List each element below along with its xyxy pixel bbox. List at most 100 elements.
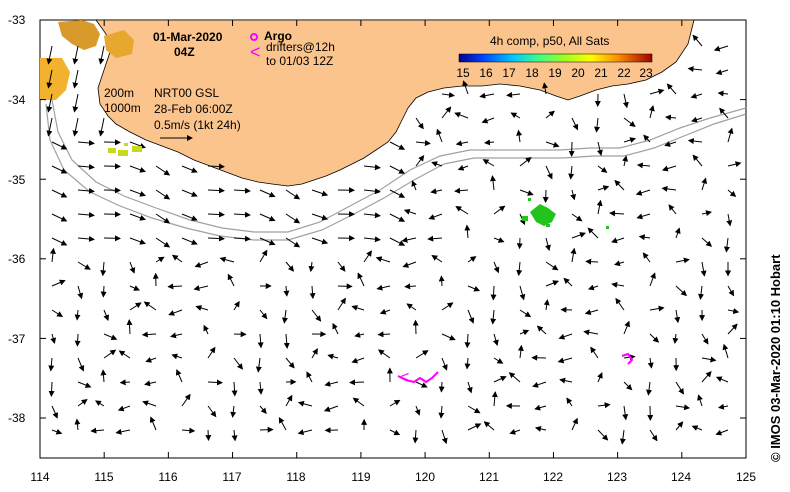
current-vector bbox=[285, 261, 295, 272]
current-vector bbox=[727, 127, 734, 143]
current-vector bbox=[98, 45, 105, 65]
map-time: 04Z bbox=[174, 45, 195, 59]
current-vector bbox=[466, 381, 473, 394]
current-vector bbox=[51, 165, 68, 174]
current-vector bbox=[402, 261, 417, 268]
isobath-1000m-label: 1000m bbox=[104, 101, 141, 115]
current-vector bbox=[155, 237, 171, 248]
current-vector bbox=[519, 156, 532, 167]
current-vector bbox=[692, 154, 703, 167]
sst-colorbar-gradient bbox=[458, 53, 653, 63]
current-vector bbox=[585, 258, 599, 265]
current-vector bbox=[155, 165, 171, 176]
current-vector bbox=[467, 423, 482, 431]
current-vector bbox=[534, 425, 547, 432]
current-vector bbox=[636, 162, 651, 169]
current-vector bbox=[219, 256, 235, 263]
current-vector bbox=[72, 45, 79, 65]
lon-tick-123: 123 bbox=[607, 470, 627, 484]
current-vector bbox=[623, 381, 633, 391]
sst-tick-15: 15 bbox=[456, 66, 470, 80]
current-vector bbox=[404, 283, 417, 290]
current-vector bbox=[412, 429, 419, 444]
current-vector bbox=[649, 305, 665, 312]
current-vector bbox=[545, 110, 555, 119]
sst-patch-nw bbox=[104, 30, 134, 58]
current-vector bbox=[436, 128, 443, 143]
lon-tick-115: 115 bbox=[94, 470, 113, 484]
current-vector bbox=[674, 227, 681, 239]
current-vector bbox=[664, 141, 677, 147]
lon-tick-117: 117 bbox=[222, 470, 241, 484]
current-vector bbox=[308, 261, 315, 273]
current-vector bbox=[545, 261, 559, 271]
current-vector bbox=[700, 261, 707, 277]
current-vector bbox=[415, 155, 425, 167]
current-vector bbox=[49, 247, 56, 263]
current-vector bbox=[233, 187, 251, 194]
current-vector bbox=[690, 92, 703, 99]
current-vector bbox=[354, 332, 365, 338]
current-vector bbox=[77, 285, 84, 300]
current-vector bbox=[611, 237, 625, 244]
current-vector bbox=[285, 213, 301, 224]
drifters-label: drifters@12h bbox=[266, 40, 335, 54]
current-vector bbox=[142, 400, 157, 407]
lon-tick-119: 119 bbox=[351, 470, 370, 484]
current-vector bbox=[438, 275, 445, 287]
current-vector bbox=[490, 309, 497, 325]
current-vector bbox=[311, 213, 329, 221]
current-vector bbox=[430, 188, 443, 195]
current-vector bbox=[719, 107, 729, 119]
current-vector bbox=[622, 93, 629, 109]
sst-tick-21: 21 bbox=[594, 66, 608, 80]
current-vector bbox=[377, 349, 391, 359]
current-vector bbox=[519, 329, 530, 336]
current-vector bbox=[389, 429, 401, 436]
current-vector bbox=[464, 333, 471, 349]
current-vector bbox=[181, 237, 198, 245]
isobath-200m-label: 200m bbox=[104, 86, 134, 100]
lon-tick-125: 125 bbox=[736, 470, 756, 484]
current-vector bbox=[259, 213, 276, 222]
current-vector bbox=[181, 213, 198, 221]
current-vector bbox=[568, 165, 575, 180]
current-vector bbox=[406, 303, 417, 311]
lon-tick-118: 118 bbox=[286, 470, 305, 484]
current-vector bbox=[672, 333, 679, 345]
current-vector bbox=[351, 357, 365, 364]
current-vector bbox=[611, 281, 625, 288]
current-vector bbox=[441, 302, 454, 311]
sst-tick-20: 20 bbox=[571, 66, 585, 80]
current-vector bbox=[74, 333, 81, 347]
current-vector bbox=[389, 399, 401, 407]
current-vector bbox=[510, 112, 521, 119]
current-vector bbox=[727, 308, 740, 315]
current-vector bbox=[259, 249, 268, 263]
current-vector bbox=[363, 236, 381, 243]
current-vector bbox=[701, 237, 713, 247]
current-vector bbox=[255, 357, 262, 373]
current-vector bbox=[311, 237, 329, 245]
current-vector bbox=[614, 260, 625, 267]
current-vector bbox=[509, 428, 521, 435]
current-vector bbox=[141, 331, 157, 338]
drifter-marker: < bbox=[400, 369, 409, 386]
current-vector bbox=[506, 91, 521, 98]
current-vector bbox=[259, 189, 276, 198]
current-vector bbox=[583, 329, 599, 336]
current-vector bbox=[389, 141, 406, 150]
current-vector bbox=[51, 279, 66, 287]
current-vector bbox=[72, 117, 79, 137]
current-vector bbox=[675, 381, 684, 395]
current-vector bbox=[259, 309, 268, 320]
lon-tick-116: 116 bbox=[158, 470, 177, 484]
current-vector bbox=[46, 69, 53, 89]
current-vector bbox=[492, 333, 499, 346]
current-vector bbox=[545, 141, 560, 148]
current-vector bbox=[100, 369, 107, 383]
current-vector bbox=[490, 175, 496, 191]
current-vector bbox=[674, 309, 681, 324]
current-vector bbox=[181, 165, 198, 173]
current-vector bbox=[455, 140, 469, 147]
